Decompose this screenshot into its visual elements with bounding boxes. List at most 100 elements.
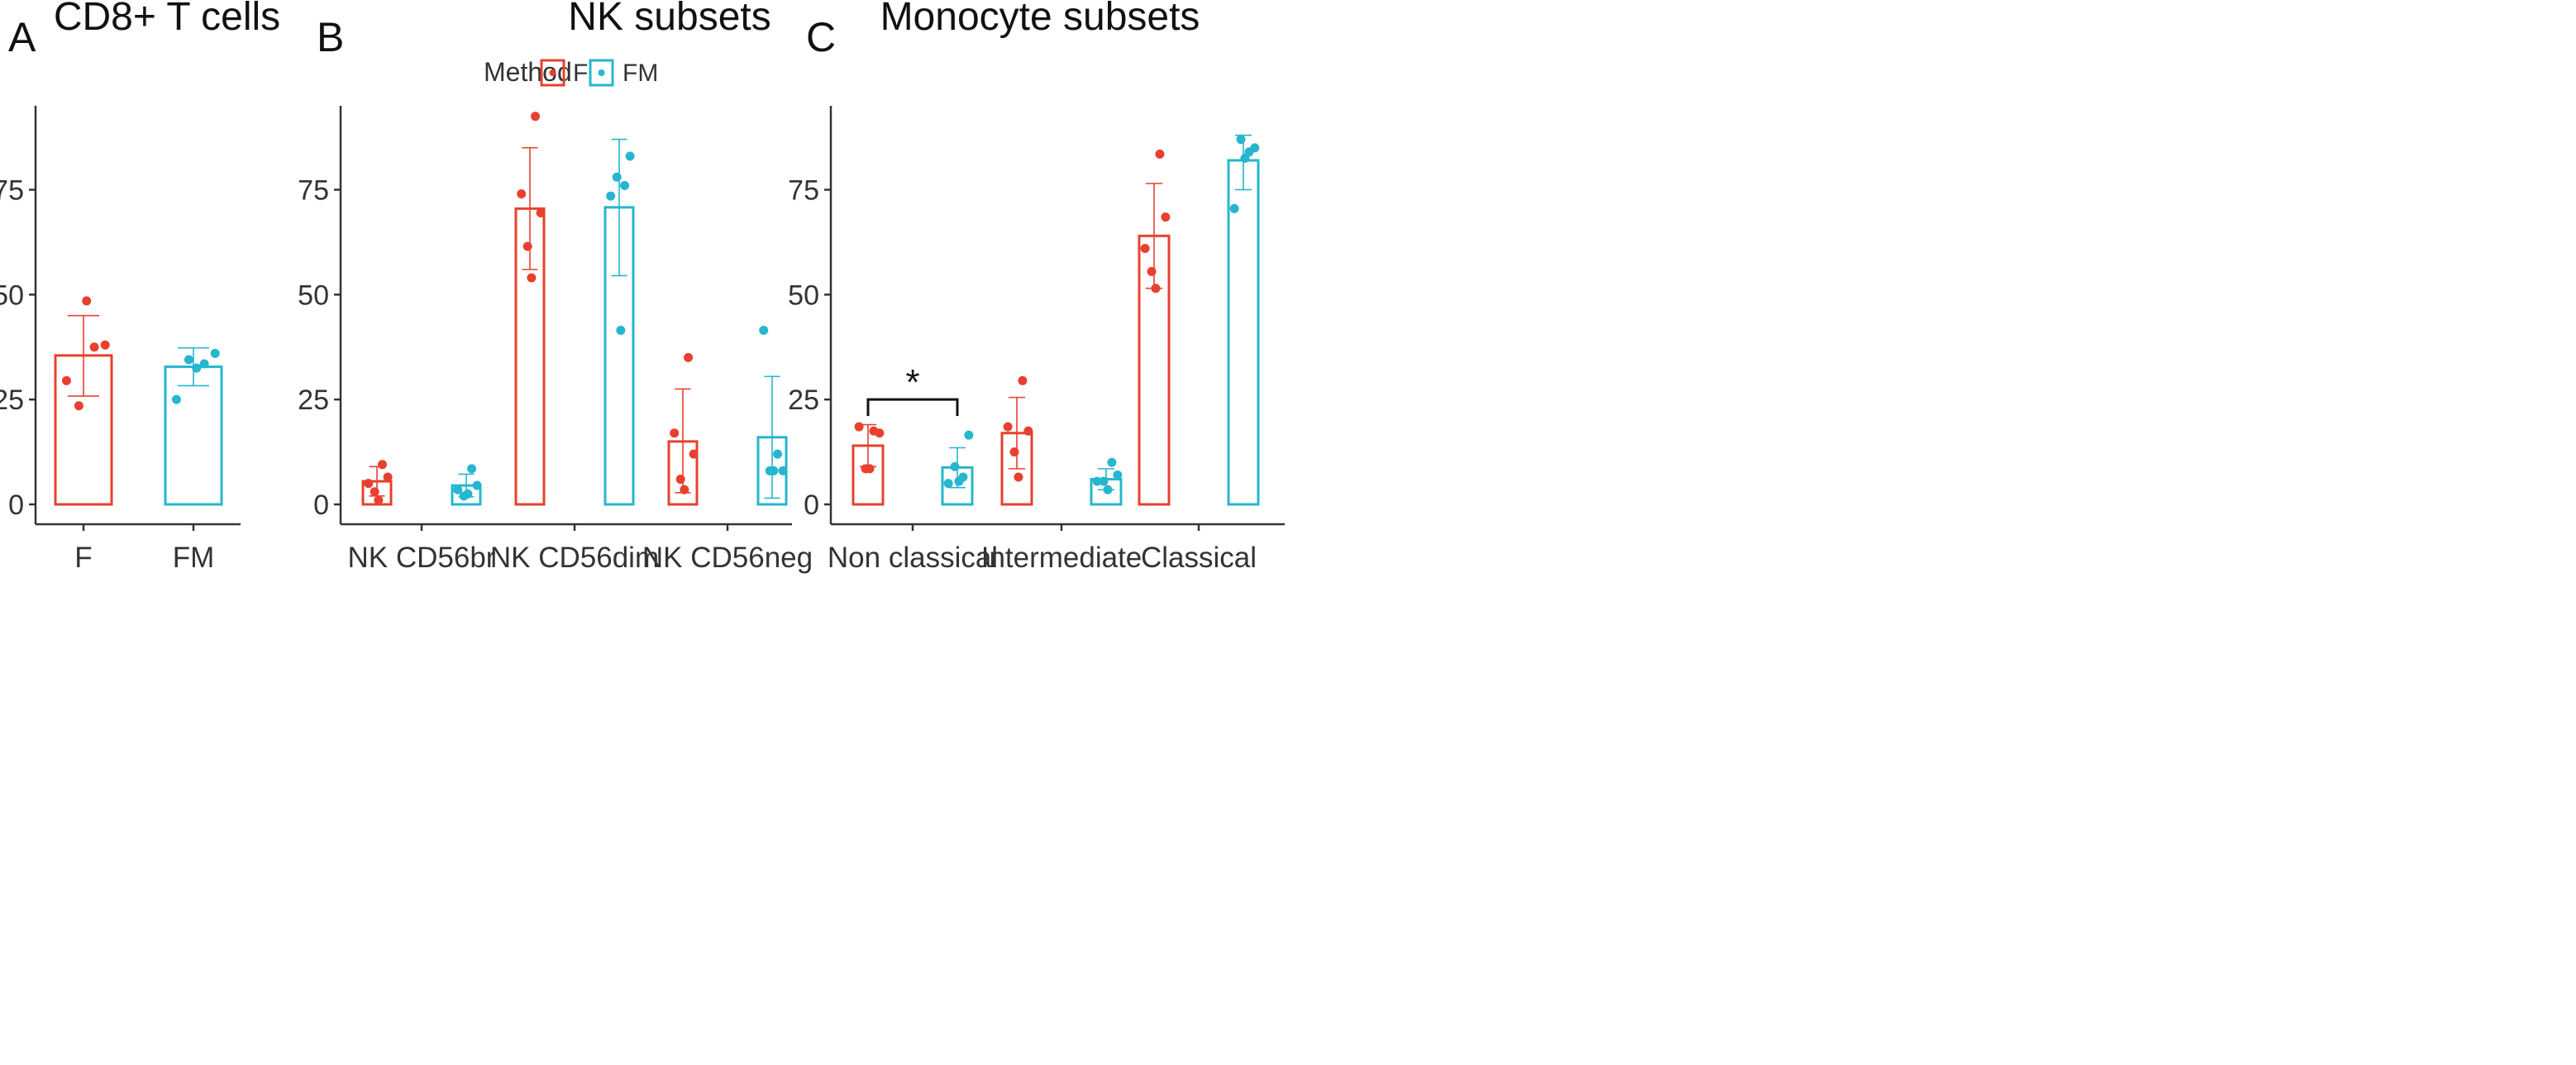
data-point-1-2 (964, 430, 974, 440)
y-tick-label-0: 0 (313, 490, 329, 521)
data-point-0-3 (370, 487, 379, 497)
legend-label-f: F (573, 60, 588, 87)
y-tick-label-75: 75 (788, 174, 819, 206)
y-tick-label-0: 0 (8, 490, 24, 521)
data-point-1-4 (954, 476, 964, 486)
data-point-4-0 (670, 428, 680, 438)
data-point-3-2 (625, 151, 635, 161)
y-tick-label-0: 0 (804, 490, 819, 521)
data-point-1-3 (950, 461, 960, 471)
data-point-0-1 (89, 342, 99, 352)
data-point-2-2 (1023, 426, 1033, 436)
data-point-5-2 (1250, 143, 1260, 153)
data-point-1-0 (453, 485, 463, 494)
y-tick-label-50: 50 (0, 279, 24, 311)
data-point-3-0 (1092, 476, 1102, 486)
data-point-3-4 (616, 325, 626, 335)
x-tick-label-1: NK CD56dim (490, 542, 659, 574)
panel-a-title: CD8+ T cells (54, 0, 280, 39)
data-point-3-3 (612, 172, 622, 182)
y-tick-label-75: 75 (298, 174, 329, 206)
data-point-3-0 (606, 191, 616, 201)
legend-key-f-point (549, 69, 556, 76)
data-point-0-0 (854, 422, 864, 432)
data-point-0-4 (82, 296, 92, 306)
data-point-1-4 (463, 489, 473, 499)
data-point-1-2 (210, 348, 220, 358)
data-point-1-0 (943, 479, 953, 489)
y-tick-label-25: 25 (298, 384, 329, 416)
y-tick-label-75: 75 (0, 174, 24, 206)
data-point-3-3 (1099, 476, 1109, 486)
data-point-2-1 (1018, 375, 1028, 385)
data-point-5-0 (759, 325, 769, 335)
y-tick-label-50: 50 (298, 279, 329, 311)
x-tick-label-0: Non classical (828, 542, 998, 574)
x-tick-label-2: NK CD56neg (642, 542, 813, 574)
data-point-0-0 (364, 479, 374, 489)
data-point-2-3 (1009, 447, 1019, 457)
data-point-4-1 (1155, 149, 1165, 159)
x-tick-label-0: NK CD56br (348, 542, 496, 574)
y-tick-label-25: 25 (0, 384, 24, 416)
bar-fm-fm (164, 365, 223, 506)
data-point-0-2 (875, 428, 885, 438)
data-point-2-1 (531, 112, 541, 122)
panel-a: A CD8+ T cells 0 25 50 75 F FM (0, 0, 280, 574)
data-point-2-4 (527, 273, 537, 283)
panel-a-letter: A (8, 14, 36, 60)
data-point-3-2 (1113, 470, 1123, 480)
data-point-5-4 (1240, 153, 1250, 163)
panel-c-title: Monocyte subsets (880, 0, 1200, 39)
legend-key-fm-point (598, 69, 605, 76)
data-point-4-1 (684, 352, 694, 362)
data-point-0-2 (100, 340, 110, 350)
data-point-5-3 (1236, 135, 1246, 145)
data-point-4-3 (675, 475, 685, 485)
data-point-5-2 (778, 466, 788, 475)
data-point-1-4 (192, 363, 202, 373)
legend-key-f (540, 59, 565, 87)
y-tick-label-25: 25 (788, 384, 819, 416)
panel-c: C Monocyte subsets 0 25 50 75 Non classicalI… (788, 0, 1285, 574)
data-point-4-4 (680, 485, 689, 494)
legend-key-fm (589, 59, 614, 87)
data-point-4-4 (1151, 284, 1161, 294)
x-tick-label-2: Classical (1141, 542, 1257, 574)
data-point-4-0 (1140, 244, 1150, 254)
y-tick-label-50: 50 (788, 279, 819, 311)
data-point-0-4 (865, 464, 875, 474)
data-point-0-1 (378, 460, 388, 470)
data-point-4-2 (689, 449, 699, 459)
panel-b-letter: B (317, 14, 344, 60)
data-point-1-0 (171, 394, 181, 404)
data-point-5-1 (773, 449, 783, 459)
panel-b-title: NK subsets (568, 0, 770, 39)
panel-c-plot: 0 25 50 75 Non classicalIntermediateClassica… (788, 106, 1285, 574)
data-point-0-3 (74, 401, 83, 411)
legend: Method F FM (484, 57, 658, 87)
data-point-2-4 (1014, 472, 1023, 482)
data-point-2-2 (536, 208, 546, 217)
data-point-5-0 (1229, 203, 1239, 213)
data-point-5-4 (769, 466, 779, 475)
data-point-1-3 (184, 355, 193, 365)
data-point-4-3 (1147, 266, 1157, 276)
panel-c-letter: C (806, 14, 836, 60)
data-point-2-3 (522, 241, 532, 251)
data-point-4-2 (1161, 212, 1171, 222)
x-tick-label-1: FM (173, 542, 215, 574)
legend-label-fm: FM (623, 60, 658, 87)
data-point-1-1 (467, 464, 477, 474)
data-point-1-1 (199, 359, 209, 369)
x-tick-label-1: Intermediate (981, 542, 1143, 574)
data-point-2-0 (517, 189, 527, 199)
data-point-2-0 (1003, 422, 1013, 432)
data-point-0-2 (383, 472, 393, 482)
data-point-0-4 (374, 495, 384, 505)
data-point-3-4 (1103, 485, 1113, 494)
data-point-1-2 (472, 480, 482, 490)
